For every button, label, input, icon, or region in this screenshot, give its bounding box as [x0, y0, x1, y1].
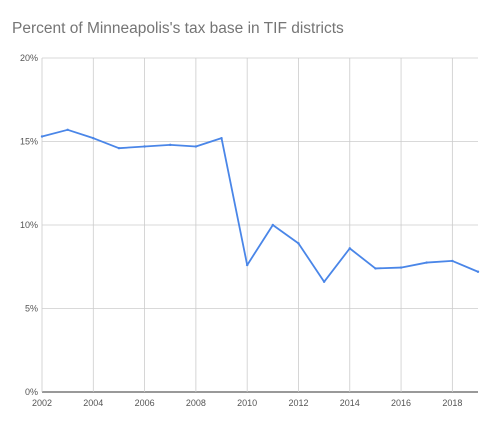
data-point: [194, 145, 198, 148]
data-point: [271, 223, 275, 227]
data-point: [245, 263, 249, 267]
y-tick-label: 15%: [20, 137, 38, 147]
data-point: [92, 136, 95, 140]
chart-title: Percent of Minneapolis's tax base in TIF…: [12, 20, 344, 37]
x-tick-label: 2002: [32, 398, 52, 408]
x-tick-label: 2012: [288, 398, 308, 408]
data-point: [117, 146, 121, 150]
data-point: [220, 136, 223, 140]
y-tick-label: 10%: [20, 220, 38, 230]
data-point: [297, 242, 300, 245]
x-tick-label: 2014: [340, 398, 360, 408]
data-point: [169, 143, 172, 147]
x-tick-label: 2004: [83, 398, 103, 408]
data-point: [451, 259, 454, 263]
data-point: [425, 261, 428, 264]
data-point: [348, 247, 351, 250]
grid-layer: [41, 57, 478, 393]
data-point: [322, 280, 326, 283]
series-line: [41, 128, 479, 283]
x-tick-label: 2010: [237, 398, 257, 408]
x-tick-label: 2008: [186, 398, 206, 408]
x-tick-label: 2016: [391, 398, 411, 408]
y-tick-label: 20%: [20, 53, 38, 63]
y-tick-label: 0%: [25, 387, 38, 397]
y-tick-label: 5%: [25, 304, 38, 314]
x-tick-label: 2018: [442, 398, 462, 408]
data-point: [399, 266, 403, 269]
data-point: [374, 267, 377, 270]
series-layer: [40, 128, 480, 283]
x-tick-label: 2006: [135, 398, 155, 408]
data-point: [40, 135, 44, 138]
data-point: [143, 145, 146, 148]
tick-layer: 0% 5% 10% 15% 20% 2002 2004 2006 2008 2010 2012 201…: [20, 53, 462, 408]
data-point: [66, 128, 69, 132]
data-point: [476, 270, 480, 273]
